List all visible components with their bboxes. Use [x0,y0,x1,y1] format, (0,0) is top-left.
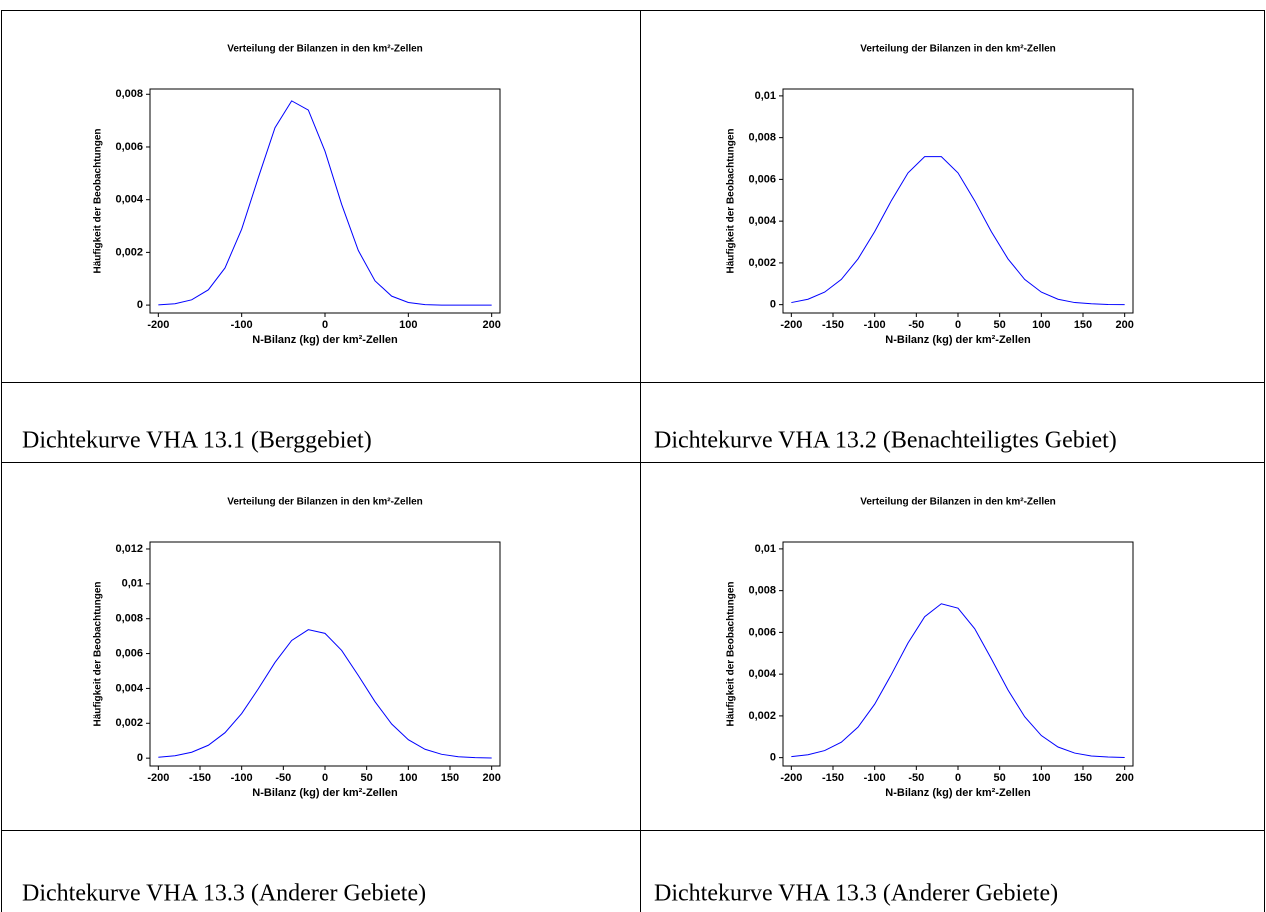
y-axis-label: Häufigkeit der Beobachtungen [726,128,737,273]
x-tick-label: 200 [482,772,500,784]
x-tick-label: -200 [147,772,169,784]
x-axis-label: N-Bilanz (kg) der km²-Zellen [252,334,398,346]
density-line [158,100,492,306]
x-tick-label: 200 [482,319,500,331]
y-tick-label: 0 [770,299,776,311]
y-tick-label: 0,004 [748,215,776,227]
plot-frame [782,541,1134,767]
x-tick-label: -150 [189,772,211,784]
y-tick-label: 0,002 [748,257,776,269]
y-tick-label: 0,012 [115,543,143,555]
x-tick-label: 0 [955,319,961,331]
y-tick-label: 0 [770,752,776,764]
x-tick-label: 150 [1074,772,1092,784]
x-tick-label: -50 [908,319,924,331]
x-tick-label: 100 [1032,772,1050,784]
x-tick-label: -50 [275,772,291,784]
y-tick-label: 0,006 [748,173,776,185]
x-axis-label: N-Bilanz (kg) der km²-Zellen [885,334,1031,346]
x-tick-label: -200 [780,319,802,331]
y-axis-label: Häufigkeit der Beobachtungen [726,581,737,726]
x-tick-label: 200 [1115,319,1133,331]
x-tick-label: 100 [1032,319,1050,331]
x-tick-label: -100 [231,319,253,331]
x-tick-label: 150 [1074,319,1092,331]
caption: Dichtekurve VHA 13.3 (Anderer Gebiete) [22,881,426,907]
x-tick-label: -100 [864,319,886,331]
y-tick-label: 0,008 [748,132,776,144]
x-tick-label: 50 [361,772,373,784]
y-tick-label: 0,01 [122,578,143,590]
y-tick-label: 0,008 [115,613,143,625]
chart-title: Verteilung der Bilanzen in den km²-Zelle… [227,497,423,508]
x-axis-label: N-Bilanz (kg) der km²-Zellen [885,787,1031,799]
x-tick-label: -200 [147,319,169,331]
x-tick-label: -150 [822,319,844,331]
x-tick-label: -150 [822,772,844,784]
caption: Dichtekurve VHA 13.1 (Berggebiet) [22,428,372,454]
y-axis-label: Häufigkeit der Beobachtungen [93,581,104,726]
density-line [158,629,492,759]
chart-title: Verteilung der Bilanzen in den km²-Zelle… [860,44,1056,55]
x-tick-label: -50 [908,772,924,784]
y-tick-label: 0 [137,752,143,764]
density-line [791,156,1125,306]
x-tick-label: 0 [322,772,328,784]
chart-title: Verteilung der Bilanzen in den km²-Zelle… [227,44,423,55]
plot-frame [782,88,1134,314]
y-tick-label: 0 [137,299,143,311]
y-tick-label: 0,006 [748,626,776,638]
x-tick-label: 200 [1115,772,1133,784]
y-tick-label: 0,006 [115,647,143,659]
y-tick-label: 0,004 [115,194,143,206]
x-tick-label: 150 [441,772,459,784]
table-borders [1,10,1265,912]
x-tick-label: 50 [994,319,1006,331]
x-tick-label: 0 [955,772,961,784]
y-tick-label: 0,01 [755,543,776,555]
y-tick-label: 0,002 [748,710,776,722]
y-tick-label: 0,002 [115,246,143,258]
x-tick-label: -100 [231,772,253,784]
x-tick-label: -100 [864,772,886,784]
x-tick-label: 50 [994,772,1006,784]
table-frame [1,10,1265,912]
y-tick-label: 0,002 [115,717,143,729]
chart-title: Verteilung der Bilanzen in den km²-Zelle… [860,497,1056,508]
y-tick-label: 0,004 [115,682,143,694]
plot-frame [149,88,501,314]
x-tick-label: 0 [322,319,328,331]
y-tick-label: 0,008 [115,88,143,100]
x-tick-label: 100 [399,772,417,784]
y-tick-label: 0,004 [748,668,776,680]
y-tick-label: 0,006 [115,141,143,153]
x-axis-label: N-Bilanz (kg) der km²-Zellen [252,787,398,799]
x-tick-label: 100 [399,319,417,331]
caption: Dichtekurve VHA 13.3 (Anderer Gebiete) [654,881,1058,907]
x-tick-label: -200 [780,772,802,784]
y-tick-label: 0,008 [748,585,776,597]
y-tick-label: 0,01 [755,90,776,102]
y-axis-label: Häufigkeit der Beobachtungen [93,128,104,273]
plot-frame [149,541,501,767]
caption: Dichtekurve VHA 13.2 (Benachteiligtes Ge… [654,428,1117,454]
density-line [791,603,1125,758]
